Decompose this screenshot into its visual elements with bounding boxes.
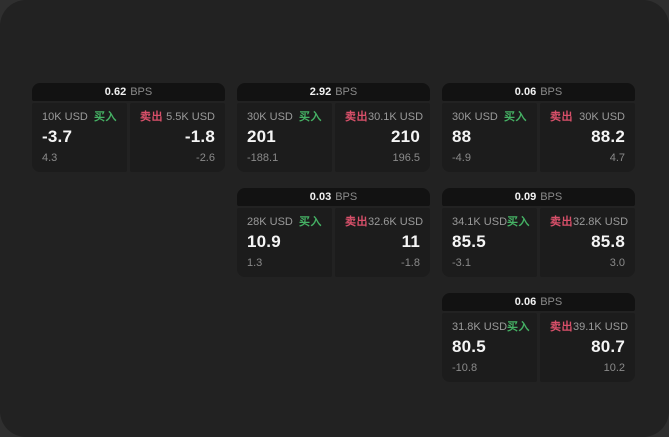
buy-label: 买入	[507, 216, 531, 228]
buy-amount: 34.1K USD	[452, 216, 508, 228]
buy-label: 买入	[94, 111, 117, 123]
buy-amount: 28K USD	[247, 216, 293, 228]
sell-delta: 3.0	[609, 257, 625, 269]
sell-delta: -1.8	[401, 257, 420, 269]
sell-amount: 39.1K USD	[573, 321, 629, 333]
buy-delta: -10.8	[452, 362, 478, 374]
sell-label: 卖出	[550, 321, 573, 333]
sell-price: 80.7	[591, 337, 625, 356]
buy-label: 买入	[504, 111, 527, 123]
sell-price: -1.8	[184, 127, 215, 146]
sell-label: 卖出	[140, 111, 163, 123]
buy-label: 买入	[299, 111, 322, 123]
sell-panel[interactable]: 卖出 32.8K USD 85.8 3.0	[540, 208, 635, 277]
sell-delta: 196.5	[392, 152, 420, 164]
sell-amount: 30K USD	[579, 111, 625, 123]
quote-card: 0.06 BPS 31.8K USD 买入 80.5 -10.8 卖出 39.1…	[442, 293, 635, 382]
buy-price: 201	[247, 127, 276, 146]
sell-label: 卖出	[550, 216, 573, 228]
sell-panel[interactable]: 卖出 5.5K USD -1.8 -2.6	[130, 103, 225, 172]
buy-delta: 1.3	[247, 257, 263, 269]
buy-sell-panels: 30K USD 买入 88 -4.9 卖出 30K USD 88.2 4.7	[442, 103, 635, 172]
buy-label: 买入	[299, 216, 322, 228]
buy-delta: -3.1	[452, 257, 471, 269]
buy-panel[interactable]: 30K USD 买入 201 -188.1	[237, 103, 332, 172]
quote-card: 0.62 BPS 10K USD 买入 -3.7 4.3 卖出 5.5K USD	[32, 83, 225, 172]
buy-price: 85.5	[452, 232, 486, 251]
sell-label: 卖出	[345, 111, 368, 123]
sell-price: 210	[391, 127, 420, 146]
buy-sell-panels: 10K USD 买入 -3.7 4.3 卖出 5.5K USD -1.8 -2.…	[32, 103, 225, 172]
buy-amount: 30K USD	[247, 111, 293, 123]
sell-delta: -2.6	[196, 152, 215, 164]
sell-price: 85.8	[591, 232, 625, 251]
buy-panel[interactable]: 10K USD 买入 -3.7 4.3	[32, 103, 127, 172]
buy-sell-panels: 28K USD 买入 10.9 1.3 卖出 32.6K USD 11 -1.8	[237, 208, 430, 277]
bps-value: 0.03	[309, 191, 332, 203]
bps-value: 0.09	[514, 191, 537, 203]
quote-card: 0.06 BPS 30K USD 买入 88 -4.9 卖出 30K USD	[442, 83, 635, 172]
sell-delta: 10.2	[603, 362, 625, 374]
bps-value: 0.62	[104, 86, 127, 98]
sell-price: 88.2	[591, 127, 625, 146]
buy-panel[interactable]: 30K USD 买入 88 -4.9	[442, 103, 537, 172]
sell-panel[interactable]: 卖出 39.1K USD 80.7 10.2	[540, 313, 635, 382]
bps-unit-label: BPS	[540, 296, 563, 308]
buy-amount: 30K USD	[452, 111, 498, 123]
sell-panel[interactable]: 卖出 32.6K USD 11 -1.8	[335, 208, 430, 277]
buy-amount: 10K USD	[42, 111, 88, 123]
buy-delta: -188.1	[247, 152, 279, 164]
buy-panel[interactable]: 28K USD 买入 10.9 1.3	[237, 208, 332, 277]
buy-panel[interactable]: 31.8K USD 买入 80.5 -10.8	[442, 313, 537, 382]
sell-panel[interactable]: 卖出 30K USD 88.2 4.7	[540, 103, 635, 172]
buy-delta: 4.3	[42, 152, 58, 164]
quote-card: 2.92 BPS 30K USD 买入 201 -188.1 卖出 30.1K …	[237, 83, 430, 172]
sell-delta: 4.7	[609, 152, 625, 164]
bps-unit-label: BPS	[130, 86, 153, 98]
buy-sell-panels: 34.1K USD 买入 85.5 -3.1 卖出 32.8K USD 85.8…	[442, 208, 635, 277]
bps-value: 0.06	[514, 296, 537, 308]
buy-amount: 31.8K USD	[452, 321, 508, 333]
quote-card: 0.09 BPS 34.1K USD 买入 85.5 -3.1 卖出 32.8K…	[442, 188, 635, 277]
buy-price: 80.5	[452, 337, 486, 356]
quote-cards-grid: 0.62 BPS 10K USD 买入 -3.7 4.3 卖出 5.5K USD	[32, 83, 635, 382]
buy-price: -3.7	[42, 127, 73, 146]
sell-amount: 32.8K USD	[573, 216, 629, 228]
card-header-spread: 0.62 BPS	[32, 83, 225, 101]
sell-price: 11	[401, 232, 420, 251]
bps-value: 0.06	[514, 86, 537, 98]
sell-label: 卖出	[345, 216, 368, 228]
card-header-spread: 0.03 BPS	[237, 188, 430, 206]
card-header-spread: 0.09 BPS	[442, 188, 635, 206]
buy-sell-panels: 30K USD 买入 201 -188.1 卖出 30.1K USD 210 1…	[237, 103, 430, 172]
bps-unit-label: BPS	[540, 191, 563, 203]
bps-unit-label: BPS	[335, 86, 358, 98]
buy-label: 买入	[507, 321, 531, 333]
buy-delta: -4.9	[452, 152, 471, 164]
quote-card: 0.03 BPS 28K USD 买入 10.9 1.3 卖出 32.6K US…	[237, 188, 430, 277]
buy-price: 88	[452, 127, 472, 146]
card-header-spread: 0.06 BPS	[442, 83, 635, 101]
bps-unit-label: BPS	[540, 86, 563, 98]
bps-unit-label: BPS	[335, 191, 358, 203]
sell-amount: 5.5K USD	[166, 111, 215, 123]
sell-label: 卖出	[550, 111, 573, 123]
buy-price: 10.9	[247, 232, 281, 251]
buy-panel[interactable]: 34.1K USD 买入 85.5 -3.1	[442, 208, 537, 277]
sell-panel[interactable]: 卖出 30.1K USD 210 196.5	[335, 103, 430, 172]
card-header-spread: 0.06 BPS	[442, 293, 635, 311]
buy-sell-panels: 31.8K USD 买入 80.5 -10.8 卖出 39.1K USD 80.…	[442, 313, 635, 382]
sell-amount: 32.6K USD	[368, 216, 424, 228]
sell-amount: 30.1K USD	[368, 111, 424, 123]
bps-value: 2.92	[309, 86, 332, 98]
card-header-spread: 2.92 BPS	[237, 83, 430, 101]
